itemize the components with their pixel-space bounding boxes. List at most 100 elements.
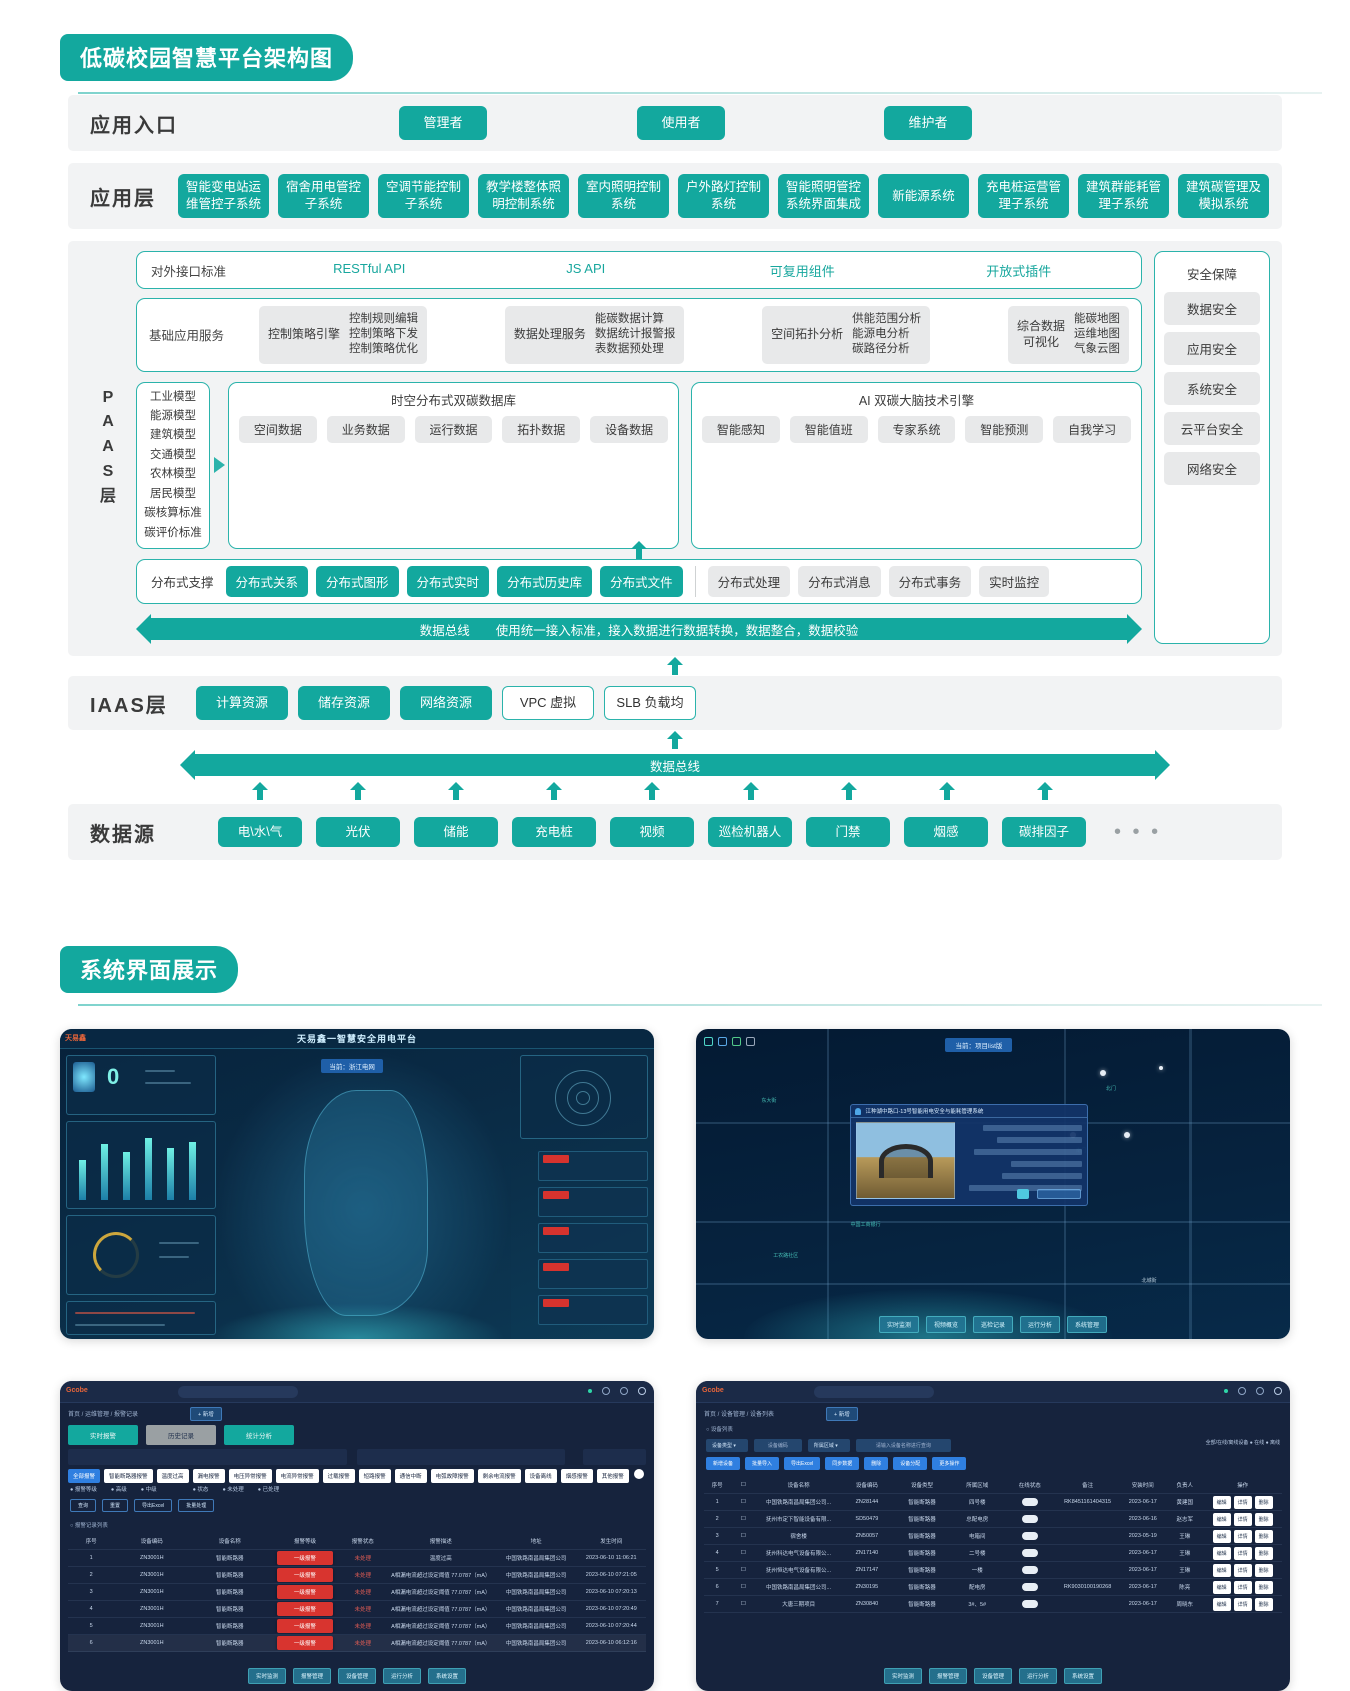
role-admin-button[interactable]: 管理者	[399, 106, 487, 140]
security-network[interactable]: 网络安全	[1164, 452, 1260, 485]
s3-bell-icon[interactable]	[620, 1387, 628, 1396]
s3-search-input[interactable]	[178, 1386, 298, 1399]
s4-r3-edit[interactable]: 编辑	[1212, 1529, 1231, 1543]
s3-tab-history[interactable]: 历史记录	[146, 1425, 216, 1446]
app-system-building-energy[interactable]: 建筑群能耗管理子系统	[1078, 174, 1169, 218]
realtime-monitoring[interactable]: 实时监控	[979, 566, 1050, 598]
s4-search-input[interactable]	[814, 1386, 934, 1399]
s4-user-avatar[interactable]	[1274, 1387, 1282, 1396]
s3-filter-bar-2[interactable]	[357, 1449, 565, 1466]
app-system-classroom-lighting[interactable]: 教学楼整体照明控制系统	[478, 174, 569, 218]
interface-js-api[interactable]: JS API	[566, 260, 606, 276]
distributed-history[interactable]: 分布式历史库	[497, 566, 593, 598]
s3-radio-a[interactable]: ● 高级	[110, 1487, 127, 1494]
ai-expert-system[interactable]: 专家系统	[877, 415, 956, 443]
s4-r6-delete[interactable]: 删除	[1254, 1580, 1273, 1594]
s4-r7-check[interactable]: ☐	[740, 1601, 746, 1608]
security-data[interactable]: 数据安全	[1164, 292, 1260, 325]
s4-r7-detail[interactable]: 详情	[1233, 1597, 1252, 1611]
iaas-storage-resource[interactable]: 储存资源	[298, 686, 390, 721]
table-row[interactable]: 7 ☐ 大唐三期项目 ZN30840 智能断路器 3#、5# 2023-06-1…	[704, 1596, 1282, 1614]
s1-alert-item-5[interactable]	[538, 1295, 648, 1326]
iaas-network-resource[interactable]: 网络资源	[400, 686, 492, 721]
service-group-spatial-topology[interactable]: 空间拓扑分析 供能范围分析 能源电分析 碳路径分析	[762, 306, 931, 364]
screenshot-alarm-records[interactable]: Gcobe 首页 / 运维管理 / 报警记录 + 新增 实时报警 历史记录 统计…	[60, 1381, 654, 1691]
s3-user-avatar[interactable]	[638, 1387, 646, 1396]
security-system[interactable]: 系统安全	[1164, 372, 1260, 405]
s3-tab-statistics[interactable]: 统计分析	[224, 1425, 294, 1446]
db-runtime-data[interactable]: 运行数据	[414, 415, 493, 443]
s4-r3-detail[interactable]: 详情	[1233, 1529, 1252, 1543]
distributed-transaction[interactable]: 分布式事务	[888, 566, 972, 598]
s2-btn-realtime[interactable]: 实时监测	[878, 1316, 919, 1334]
service-group-data-processing[interactable]: 数据处理服务 能碳数据计算 数据统计报警报 表数据预处理	[504, 306, 685, 364]
s3-foot-btn-3[interactable]: 设备管理	[337, 1668, 376, 1685]
source-energy-storage[interactable]: 储能	[414, 817, 498, 848]
s4-crumb-chip[interactable]: + 新增	[826, 1407, 858, 1422]
table-row[interactable]: 3 ☐ 宿舍楼 ZN50057 智能断路器 电箱间 2023-05-19 王琳 …	[704, 1528, 1282, 1546]
s4-r4-check[interactable]: ☐	[740, 1550, 746, 1557]
distributed-relational[interactable]: 分布式关系	[225, 566, 309, 598]
ai-self-learning[interactable]: 自我学习	[1053, 415, 1131, 443]
ai-prediction[interactable]: 智能预测	[965, 415, 1044, 443]
s4-r1-check[interactable]: ☐	[740, 1499, 746, 1506]
app-system-charging-pile[interactable]: 充电桩运营管理子系统	[978, 174, 1069, 218]
s4-r6-toggle[interactable]	[1021, 1583, 1038, 1592]
s2-poi-1[interactable]	[1099, 1069, 1106, 1076]
s3-radio-c[interactable]: ● 状态	[192, 1487, 209, 1494]
s4-foot-btn-2[interactable]: 报警管理	[928, 1668, 967, 1685]
s2-btn-sysmgmt[interactable]: 系统管理	[1067, 1316, 1108, 1334]
s4-r3-check[interactable]: ☐	[740, 1533, 746, 1540]
s3-tag-4[interactable]: 电压异常报警	[228, 1469, 272, 1484]
table-row[interactable]: 2 ZN3001H 智能断路器 一级报警 未处理 A相漏电流超过设定阈值 77.…	[68, 1567, 646, 1585]
interface-reusable-components[interactable]: 可复用组件	[769, 263, 835, 279]
distributed-realtime[interactable]: 分布式实时	[406, 566, 490, 598]
s3-tag-3[interactable]: 漏电报警	[192, 1469, 225, 1484]
s1-alert-item-3[interactable]	[538, 1223, 648, 1254]
app-system-dormitory[interactable]: 宿舍用电管控子系统	[278, 174, 369, 218]
s4-r2-detail[interactable]: 详情	[1233, 1512, 1252, 1526]
s4-r6-detail[interactable]: 详情	[1233, 1580, 1252, 1594]
app-system-new-energy[interactable]: 新能源系统	[878, 174, 969, 218]
screenshot-device-management[interactable]: Gcobe 首页 / 设备管理 / 设备列表 + 新增 ○ 设备列表 设备类型 …	[696, 1381, 1290, 1691]
table-row[interactable]: 4 ZN3001H 智能断路器 一级报警 未处理 A相漏电流超过设定阈值 77.…	[68, 1601, 646, 1619]
db-device-data[interactable]: 设备数据	[590, 415, 668, 443]
s3-tag-10[interactable]: 剩余电流报警	[477, 1469, 521, 1484]
s4-r5-toggle[interactable]	[1021, 1566, 1038, 1575]
source-charging-pile[interactable]: 充电桩	[512, 817, 596, 848]
distributed-messaging[interactable]: 分布式消息	[798, 566, 881, 598]
app-system-substation[interactable]: 智能变电站运维管控子系统	[178, 174, 269, 218]
s4-r2-delete[interactable]: 删除	[1254, 1512, 1273, 1526]
s4-r5-edit[interactable]: 编辑	[1212, 1563, 1231, 1577]
source-smoke-detector[interactable]: 烟感	[904, 817, 988, 848]
s1-alert-item-1[interactable]	[538, 1151, 648, 1182]
s2-poi-4[interactable]	[1159, 1066, 1164, 1071]
s4-r3-delete[interactable]: 删除	[1254, 1529, 1273, 1543]
iaas-vpc[interactable]: VPC 虚拟	[502, 686, 594, 721]
app-system-lighting-integration[interactable]: 智能照明管控系统界面集成	[778, 174, 869, 218]
s4-bell-icon[interactable]	[1256, 1387, 1264, 1396]
s4-r1-edit[interactable]: 编辑	[1212, 1495, 1231, 1509]
app-system-street-lamp[interactable]: 户外路灯控制系统	[678, 174, 769, 218]
s2-layer-icon-1[interactable]	[704, 1037, 713, 1047]
s3-tab-realtime[interactable]: 实时报警	[68, 1425, 138, 1446]
table-row[interactable]: 6 ☐ 中国铁路南昌局集团公司... ZN30195 智能断路器 配电房 RK9…	[704, 1579, 1282, 1597]
security-application[interactable]: 应用安全	[1164, 332, 1260, 365]
source-video[interactable]: 视频	[610, 817, 694, 848]
app-system-carbon-simulation[interactable]: 建筑碳管理及模拟系统	[1178, 174, 1269, 218]
table-row[interactable]: 6 ZN3001H 智能断路器 一级报警 未处理 A相漏电流超过设定阈值 77.…	[68, 1635, 646, 1653]
s3-tag-8[interactable]: 通信中断	[394, 1469, 427, 1484]
s3-tag-1[interactable]: 智能断路器报警	[104, 1469, 153, 1484]
ai-perception[interactable]: 智能感知	[702, 415, 780, 443]
s4-r4-delete[interactable]: 删除	[1254, 1546, 1273, 1560]
db-spatial-data[interactable]: 空间数据	[239, 415, 317, 443]
s3-btn-batch[interactable]: 批量处理	[178, 1499, 215, 1513]
s1-map-canvas[interactable]	[214, 1049, 512, 1340]
s2-popup-camera-icon[interactable]	[1017, 1188, 1030, 1199]
iaas-compute-resource[interactable]: 计算资源	[196, 686, 288, 721]
s4-r5-check[interactable]: ☐	[740, 1567, 746, 1574]
app-system-indoor-lighting[interactable]: 室内照明控制系统	[578, 174, 669, 218]
s2-current-chip[interactable]: 当前：项目list版	[945, 1038, 1013, 1053]
s4-foot-btn-1[interactable]: 实时监测	[883, 1668, 922, 1685]
distributed-file[interactable]: 分布式文件	[600, 566, 683, 598]
